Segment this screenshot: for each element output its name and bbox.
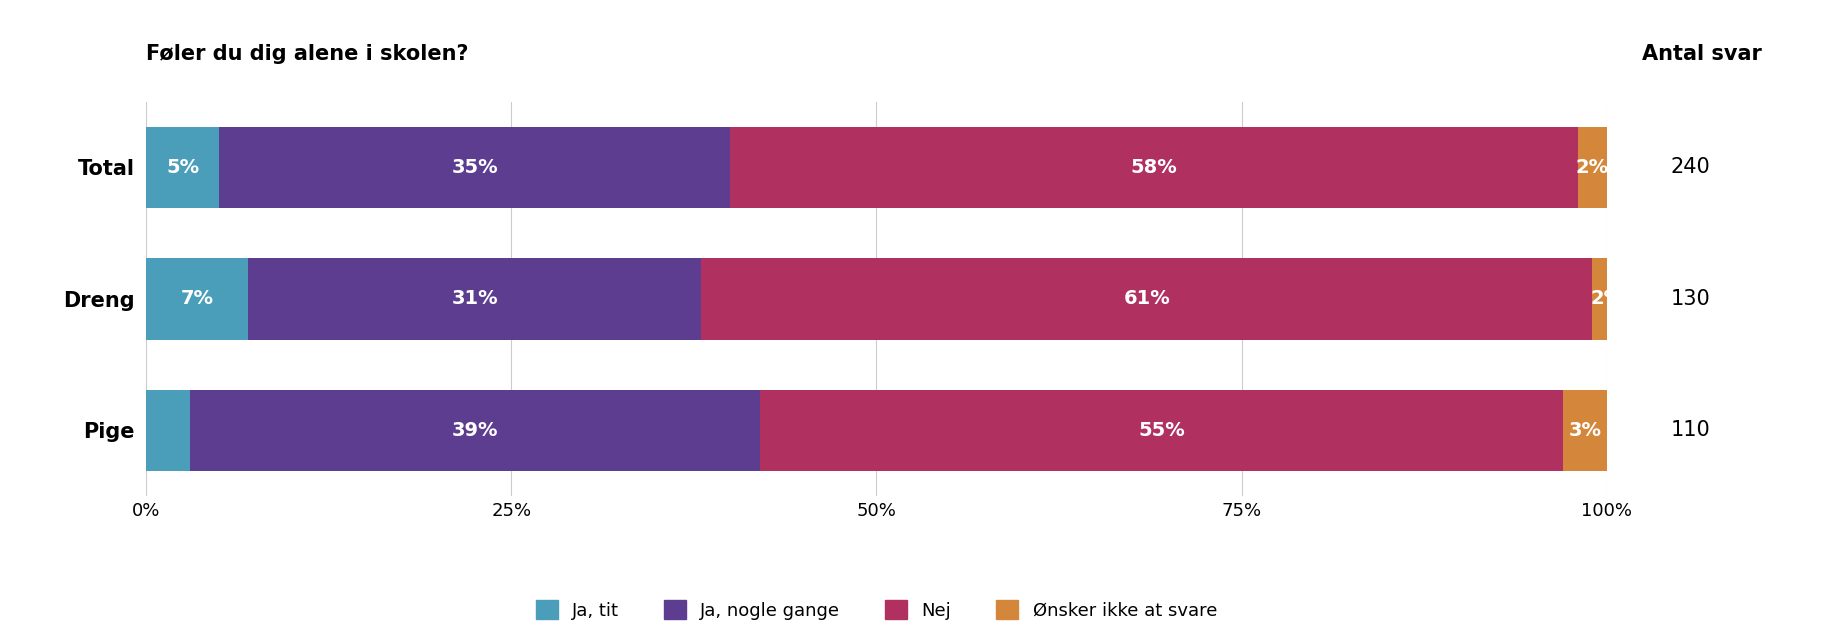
Text: 61%: 61% [1123, 289, 1170, 308]
Bar [1578, 127, 1607, 208]
Text: 2%: 2% [1590, 289, 1623, 308]
Bar [146, 390, 190, 471]
Text: 2%: 2% [1576, 158, 1609, 177]
Bar [219, 127, 730, 208]
Legend: Ja, tit, Ja, nogle gange, Nej, Ønsker ikke at svare: Ja, tit, Ja, nogle gange, Nej, Ønsker ik… [530, 593, 1223, 627]
Text: 31%: 31% [451, 289, 498, 308]
Text: 7%: 7% [181, 289, 214, 308]
Text: 110: 110 [1671, 420, 1711, 440]
Bar [1563, 390, 1607, 471]
Bar [730, 127, 1578, 208]
Text: Føler du dig alene i skolen?: Føler du dig alene i skolen? [146, 44, 469, 64]
Bar [146, 258, 248, 340]
Text: 5%: 5% [166, 158, 199, 177]
Bar [248, 258, 701, 340]
Text: 55%: 55% [1138, 421, 1185, 440]
Text: 58%: 58% [1130, 158, 1178, 177]
Text: 35%: 35% [451, 158, 498, 177]
Text: 240: 240 [1671, 158, 1711, 177]
Bar [146, 127, 219, 208]
Text: Antal svar: Antal svar [1642, 44, 1762, 64]
Bar [1592, 258, 1621, 340]
Bar [701, 258, 1592, 340]
Text: 130: 130 [1671, 289, 1711, 309]
Text: 39%: 39% [451, 421, 498, 440]
Bar [760, 390, 1563, 471]
Text: 3%: 3% [1569, 421, 1601, 440]
Bar [190, 390, 760, 471]
